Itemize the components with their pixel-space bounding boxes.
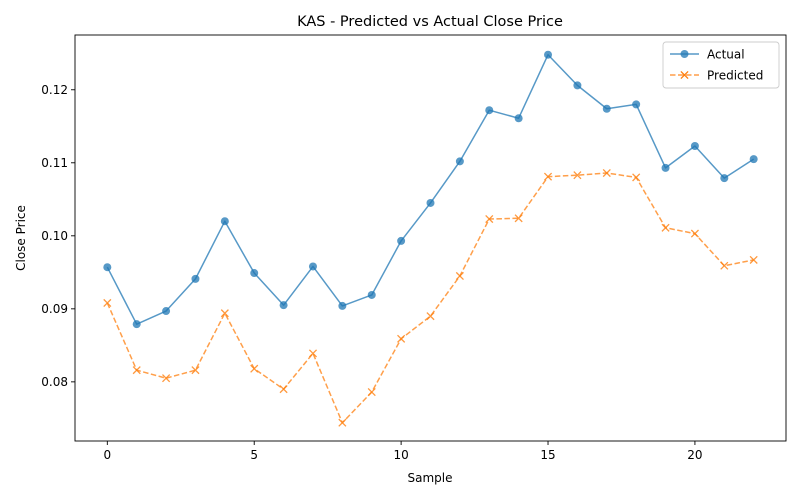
data-point-actual — [485, 106, 494, 115]
legend-marker — [680, 50, 689, 58]
y-tick-label: 0.08 — [41, 375, 68, 389]
data-point-actual — [544, 50, 553, 59]
y-axis-title: Close Price — [14, 205, 28, 271]
data-point-predicted — [632, 173, 641, 182]
data-point-actual — [103, 263, 112, 272]
data-point-actual — [426, 198, 435, 207]
legend-marker — [680, 70, 689, 80]
data-point-actual — [573, 81, 582, 90]
data-point-actual — [602, 104, 611, 113]
legend-item-actual: Actual — [670, 48, 745, 62]
data-point-predicted — [573, 171, 582, 180]
data-point-predicted — [250, 364, 259, 373]
x-tick-label: 15 — [540, 448, 555, 462]
data-point-predicted — [132, 366, 141, 375]
legend: Actual Predicted — [662, 41, 780, 89]
data-point-actual — [661, 163, 670, 172]
data-point-actual — [720, 174, 729, 183]
series-predicted — [103, 168, 758, 427]
data-point-predicted — [514, 214, 523, 223]
data-point-predicted — [543, 172, 553, 181]
series-actual — [103, 50, 758, 329]
chart-title: KAS - Predicted vs Actual Close Price — [297, 14, 563, 30]
data-point-predicted — [749, 255, 758, 264]
data-point-actual — [250, 269, 259, 278]
legend-label: Predicted — [707, 69, 763, 83]
legend-label: Actual — [707, 48, 745, 62]
x-axis-title: Sample — [408, 471, 453, 485]
data-point-actual — [455, 157, 464, 166]
plot-area: 0 5 10 15 20 0.08 0.09 0.10 0.11 0.12 Actual Predic… — [41, 34, 787, 462]
y-tick-label: 0.09 — [41, 302, 68, 316]
data-point-actual — [367, 290, 376, 299]
data-point-predicted — [367, 388, 376, 397]
series-line-predicted — [106, 172, 754, 424]
data-point-predicted — [103, 298, 112, 308]
data-point-actual — [308, 262, 317, 271]
data-point-predicted — [720, 261, 729, 270]
data-point-actual — [191, 274, 200, 283]
data-point-actual — [690, 141, 699, 150]
data-point-predicted — [397, 334, 406, 343]
data-point-actual — [279, 301, 288, 310]
data-point-predicted — [220, 309, 229, 318]
x-tick-label: 0 — [103, 448, 111, 462]
data-point-actual — [132, 320, 141, 329]
data-point-predicted — [455, 271, 464, 281]
data-point-predicted — [162, 374, 171, 383]
data-point-actual — [514, 114, 523, 123]
data-point-actual — [338, 301, 347, 310]
legend-item-predicted: Predicted — [670, 69, 763, 83]
y-tick-label: 0.10 — [41, 229, 68, 243]
x-tick-label: 10 — [393, 448, 408, 462]
data-point-actual — [749, 155, 758, 164]
x-tick-label: 5 — [250, 448, 258, 462]
data-point-predicted — [485, 214, 494, 224]
data-point-actual — [220, 217, 229, 226]
data-point-predicted — [426, 312, 435, 321]
data-point-actual — [397, 236, 406, 245]
data-point-predicted — [308, 349, 318, 358]
data-point-predicted — [661, 223, 670, 232]
axes-frame — [74, 34, 787, 442]
data-point-predicted — [338, 418, 347, 427]
y-tick-label: 0.11 — [41, 156, 68, 170]
data-point-actual — [632, 100, 641, 109]
data-point-actual — [162, 307, 171, 316]
data-point-predicted — [279, 385, 288, 394]
data-point-predicted — [191, 366, 200, 375]
data-point-predicted — [690, 229, 699, 238]
data-point-predicted — [602, 168, 611, 178]
y-tick-label: 0.12 — [41, 83, 68, 97]
x-tick-label: 20 — [687, 448, 702, 462]
